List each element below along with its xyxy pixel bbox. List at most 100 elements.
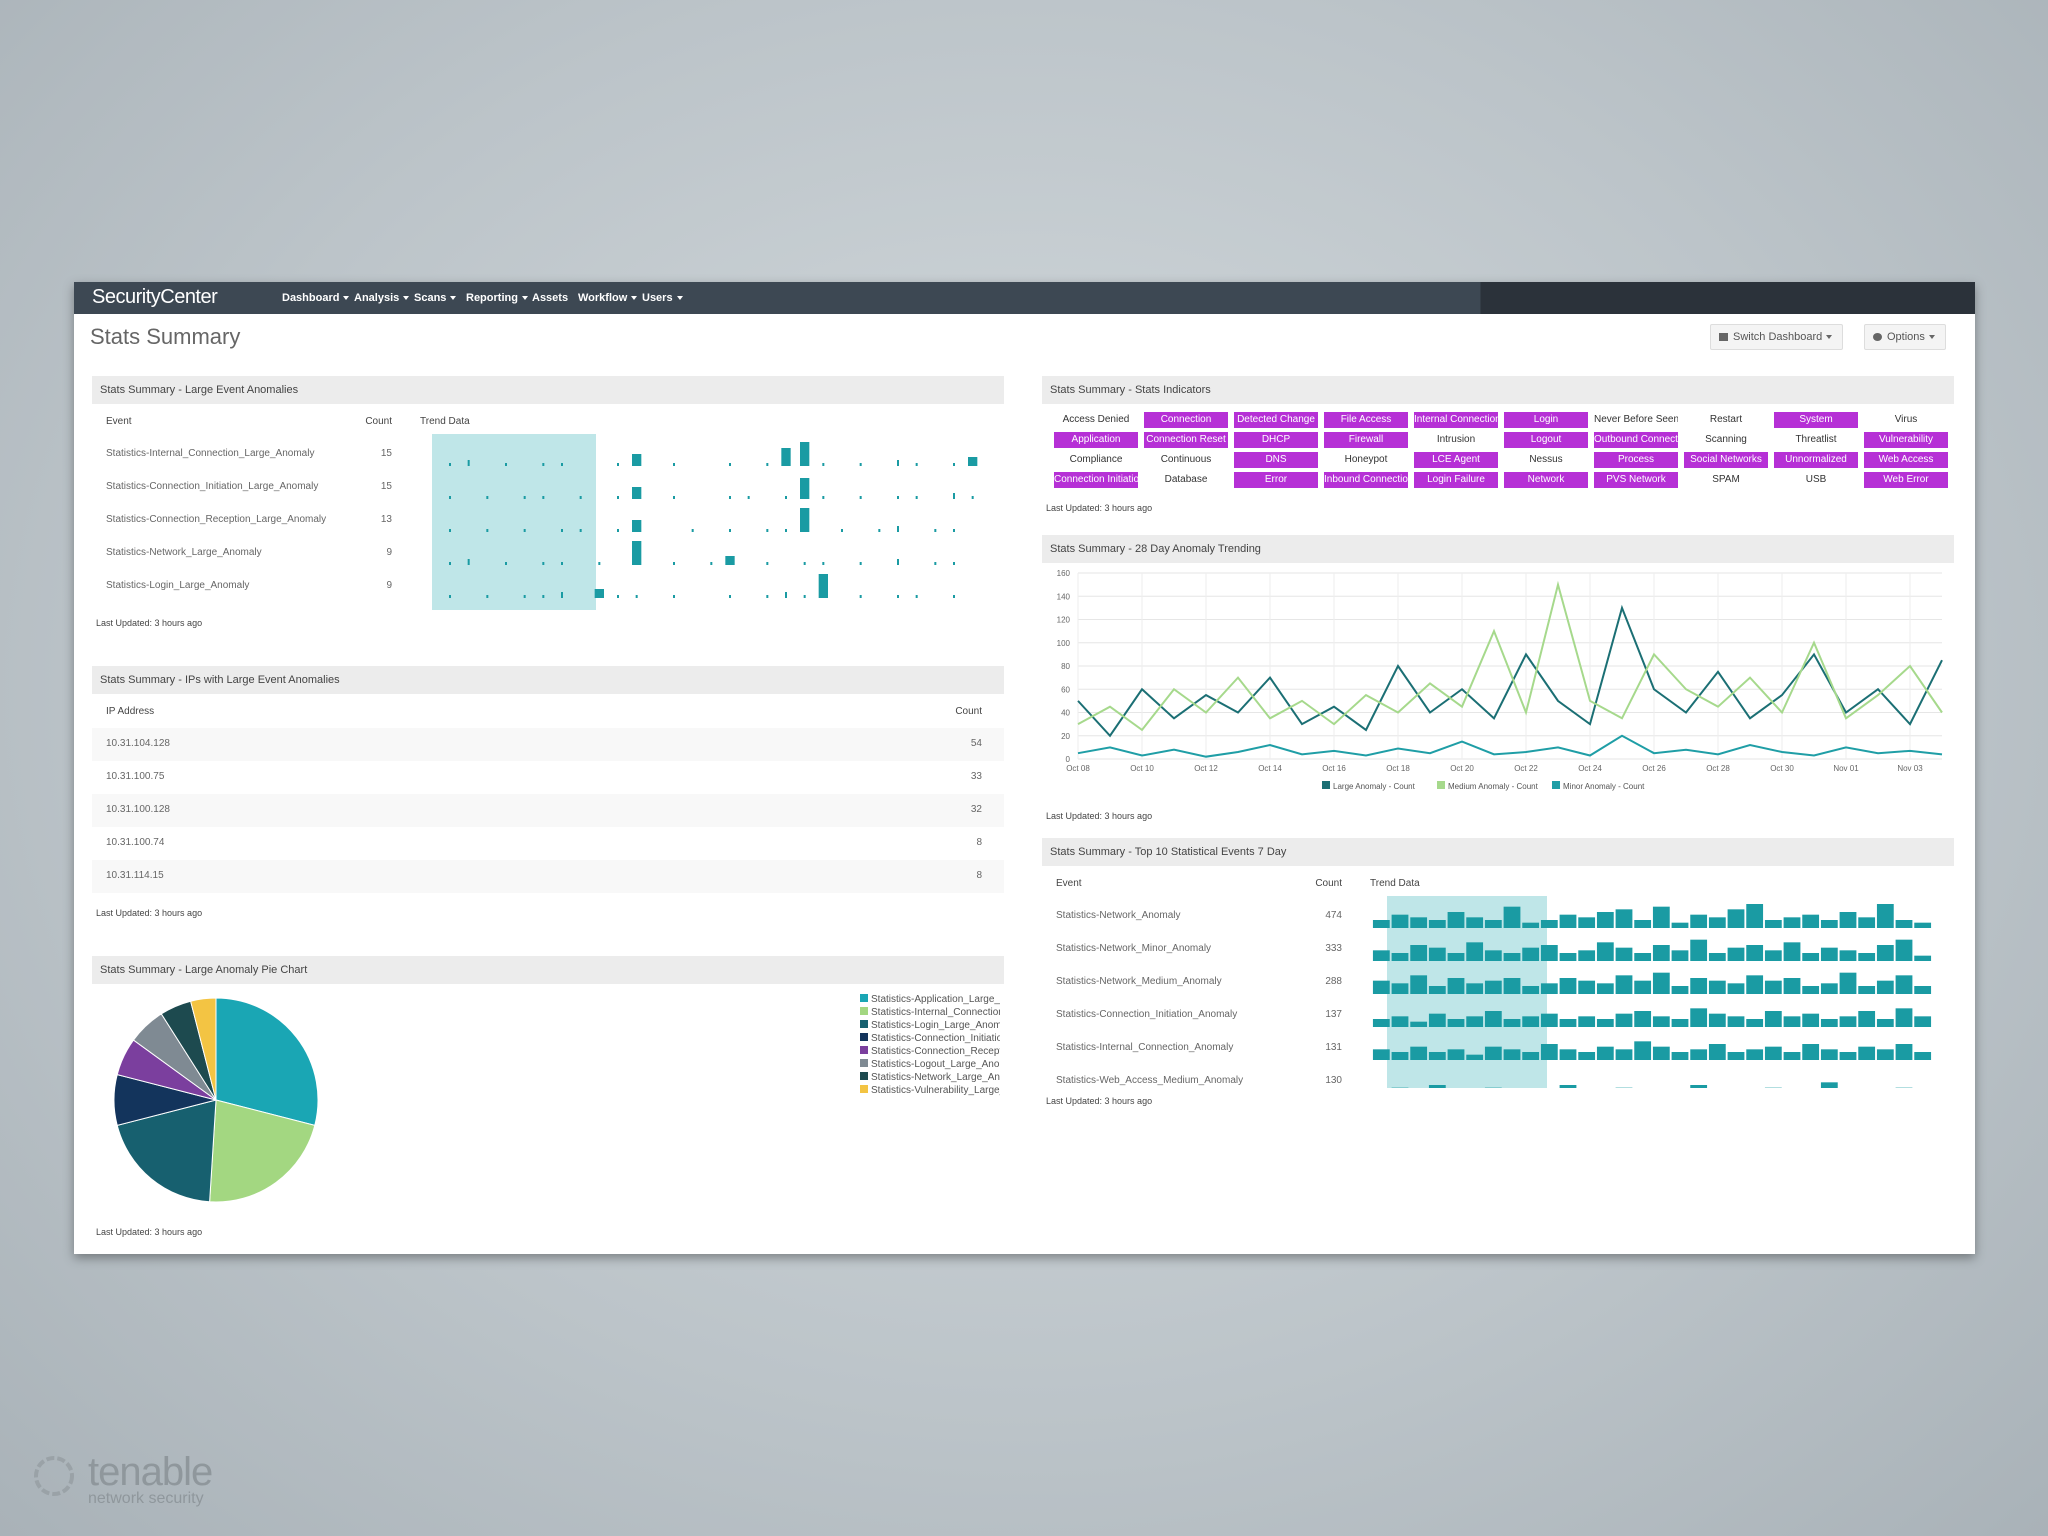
- trend-bar: [1652, 906, 1670, 928]
- indicator: DNS: [1234, 452, 1318, 468]
- widget: Stats Summary - IPs with Large Event Ano…: [92, 666, 1004, 922]
- event-name: Statistics-Connection_Reception_Large_An…: [106, 514, 327, 525]
- trend-bar: [1764, 920, 1782, 928]
- last-updated: Last Updated: 3 hours ago: [96, 1227, 203, 1237]
- count: 33: [970, 771, 982, 782]
- trend-bar: [632, 487, 642, 499]
- widget: Stats Summary - Large Anomaly Pie Chart S…: [92, 956, 1004, 1241]
- trend-bar: [1690, 1049, 1708, 1060]
- table-row: 10.31.100.75 33: [92, 761, 1004, 794]
- trend-bar: [1634, 980, 1652, 994]
- trend-bar: [1783, 942, 1801, 961]
- trend-bar: [1578, 950, 1596, 961]
- trend-bar: [729, 463, 731, 466]
- legend-swatch: [1437, 781, 1445, 789]
- trend-bar: [1410, 975, 1428, 994]
- nav-item[interactable]: Users: [642, 292, 683, 304]
- trend-bar: [467, 559, 470, 565]
- trend-sparkline: [1372, 1008, 1932, 1027]
- indicator: Scanning: [1705, 434, 1747, 445]
- indicator: Unnormalized: [1774, 452, 1858, 468]
- caret: [403, 296, 410, 303]
- trend-bar: [953, 595, 955, 598]
- trend-bar: [1671, 922, 1689, 928]
- widget-body: IP Address Count 10.31.104.128 54 10.31.100.…: [92, 694, 1004, 900]
- nav-item[interactable]: Assets: [532, 292, 569, 304]
- count: 8: [976, 870, 982, 881]
- trend-bar: [1820, 920, 1838, 928]
- x-tick-label: Oct 18: [1386, 764, 1410, 773]
- trend-bar: [859, 496, 862, 499]
- trend-bar: [1820, 1019, 1838, 1027]
- trend-bar: [897, 496, 899, 499]
- nav-bar: SecurityCenter Dashboard Analysis Scans Rep…: [74, 282, 1975, 314]
- trend-bar: [1447, 1019, 1465, 1027]
- trend-bar: [1559, 1085, 1577, 1088]
- indicator: Login Failure: [1414, 472, 1498, 488]
- nav-item[interactable]: Dashboard: [282, 292, 350, 304]
- button[interactable]: Options: [1864, 324, 1946, 350]
- trend-bar: [1858, 917, 1876, 928]
- indicator: Database: [1164, 474, 1208, 485]
- trend-bar: [1372, 1019, 1390, 1027]
- page-title: Stats Summary: [90, 324, 241, 349]
- event-name: Statistics-Network_Medium_Anomaly: [1056, 976, 1222, 987]
- trend-bar: [1596, 1019, 1614, 1027]
- count: 9: [386, 547, 392, 558]
- app-window: SecurityCenter Dashboard Analysis Scans Rep…: [74, 282, 1975, 1254]
- brand[interactable]: SecurityCenter: [92, 286, 218, 308]
- nav-item[interactable]: Workflow: [578, 292, 638, 304]
- legend-entry: Statistics-Internal_Connection_Large_Ano…: [860, 1007, 1000, 1018]
- nav-item[interactable]: Scans: [414, 292, 457, 304]
- indicator: Internal Connection: [1414, 412, 1498, 428]
- rows: Statistics-Internal_Connection_Large_Ano…: [92, 438, 1004, 610]
- widget-title: Stats Summary - Stats Indicators: [1042, 376, 1954, 404]
- trend-bar: [1615, 947, 1633, 961]
- x-tick-label: Oct 08: [1066, 764, 1090, 773]
- trend-bar: [1559, 1049, 1577, 1060]
- table-row: Statistics-Connection_Initiation_Anomaly…: [1042, 999, 1954, 1032]
- trend-bar: [561, 529, 563, 532]
- trend-bar: [1634, 920, 1652, 928]
- trend-bar: [1764, 950, 1782, 961]
- indicator: SPAM: [1712, 474, 1740, 485]
- legend-entry: Statistics-Logout_Large_Anomaly: [860, 1059, 1000, 1070]
- button[interactable]: Switch Dashboard: [1710, 324, 1844, 350]
- trend-bar: [1895, 920, 1913, 928]
- column-header: Trend Data: [420, 416, 470, 427]
- legend-label: Statistics-Connection_Reception_Large_An…: [871, 1046, 1000, 1057]
- trend-bar: [1391, 983, 1409, 994]
- trend-bar: [1876, 1019, 1894, 1027]
- trend-bar: [968, 457, 978, 466]
- indicator: Network: [1504, 472, 1588, 488]
- legend-label: Statistics-Logout_Large_Anomaly: [871, 1059, 1000, 1070]
- trend-bar: [1914, 955, 1932, 961]
- ip-address: 10.31.100.74: [106, 837, 165, 848]
- indicator: Inbound Connection: [1324, 472, 1408, 488]
- legend-label: Statistics-Network_Large_Anomaly: [871, 1072, 1000, 1083]
- pie-slice: [190, 997, 217, 1101]
- trend-bar: [1372, 1049, 1390, 1060]
- nav-item[interactable]: Reporting: [466, 292, 528, 304]
- caret: [1826, 335, 1833, 342]
- count: 15: [380, 481, 392, 492]
- trend-bar: [971, 496, 974, 499]
- trend-bar: [1820, 1082, 1838, 1088]
- trend-bar: [1839, 972, 1857, 994]
- trend-bar: [818, 574, 828, 598]
- nav-item[interactable]: Analysis: [354, 292, 410, 304]
- trend-bar: [803, 562, 806, 565]
- legend-swatch: [860, 1085, 868, 1093]
- trend-bar: [859, 562, 862, 565]
- widget-title: Stats Summary - Large Anomaly Pie Chart: [92, 956, 1004, 984]
- event-name: Statistics-Network_Large_Anomaly: [106, 547, 262, 558]
- trend-bar: [1914, 922, 1932, 928]
- trend-bar: [1746, 1049, 1764, 1060]
- trend-sparkline: [449, 508, 955, 532]
- trend-bar: [934, 562, 937, 565]
- indicator: Intrusion: [1436, 434, 1476, 445]
- trend-bar: [1876, 945, 1894, 961]
- last-updated: Last Updated: 3 hours ago: [1046, 503, 1153, 513]
- ip-address: 10.31.114.15: [106, 870, 164, 881]
